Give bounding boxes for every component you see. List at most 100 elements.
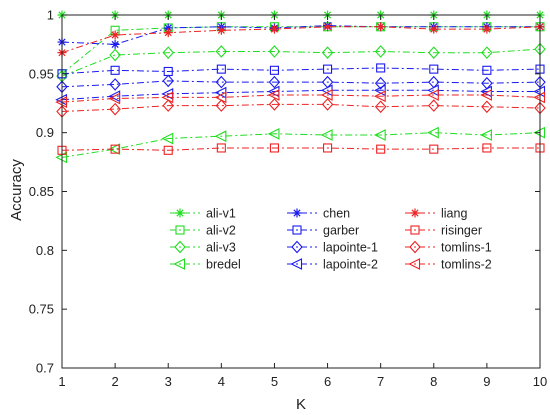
- data-point: [427, 126, 439, 139]
- series-line: [61, 26, 540, 75]
- series-risinger: [57, 143, 545, 155]
- data-point: [110, 65, 120, 75]
- data-point: [427, 89, 439, 101]
- series-garber: [57, 63, 545, 79]
- data-point: [162, 99, 174, 112]
- data-point: [373, 90, 386, 103]
- legend-item-tomlins-2: tomlins-2: [405, 258, 492, 272]
- series-bredel: [55, 126, 546, 164]
- data-point: [268, 45, 281, 58]
- legend-marker: [292, 225, 302, 235]
- legend-item-tomlins-1: tomlins-1: [405, 241, 492, 255]
- data-point: [428, 99, 440, 112]
- data-point: [214, 130, 227, 143]
- x-tick-label: 6: [324, 374, 331, 389]
- data-point: [161, 91, 174, 104]
- data-point: [162, 46, 174, 59]
- legend-marker: [291, 240, 303, 254]
- x-tick-label: 1: [58, 374, 65, 389]
- y-tick-label: 0.75: [29, 302, 54, 317]
- x-tick-label: 3: [165, 374, 172, 389]
- legend-label: liang: [441, 207, 467, 221]
- data-point: [321, 46, 334, 59]
- legend-marker: [408, 258, 421, 270]
- legend-item-liang: liang: [405, 207, 467, 221]
- legend-item-ali-v3: ali-v3: [170, 241, 236, 255]
- data-point: [373, 84, 386, 97]
- legend-label: ali-v2: [206, 224, 236, 238]
- series-line: [61, 103, 541, 112]
- legend-label: bredel: [206, 258, 241, 272]
- legend-marker: [174, 240, 186, 254]
- data-point: [215, 75, 228, 89]
- data-point: [481, 100, 493, 114]
- data-point: [321, 98, 334, 111]
- data-point: [214, 91, 227, 104]
- data-point: [376, 63, 386, 73]
- y-tick-label: 0.7: [36, 361, 54, 376]
- legend: ali-v1 ali-v2 ali-v3 bredel chen garber lapoin…: [170, 207, 492, 272]
- legend-label: tomlins-1: [441, 241, 492, 255]
- legend-item-lapointe-2: lapointe-2: [287, 258, 378, 272]
- data-point: [163, 28, 173, 38]
- data-point: [428, 46, 440, 59]
- data-point: [481, 46, 493, 59]
- legend-marker: [410, 225, 420, 235]
- data-point: [429, 24, 439, 34]
- data-point: [110, 144, 120, 154]
- legend-label: lapointe-2: [323, 258, 378, 272]
- data-point: [482, 24, 492, 34]
- x-tick-label: 2: [111, 374, 118, 389]
- x-tick-label: 8: [430, 374, 437, 389]
- data-point: [109, 102, 121, 116]
- y-tick-label: 1: [47, 8, 54, 23]
- x-tick-label: 9: [483, 374, 490, 389]
- data-point: [482, 143, 492, 153]
- data-point: [215, 99, 228, 112]
- legend-label: garber: [323, 224, 359, 238]
- data-point: [374, 45, 387, 58]
- data-point: [374, 100, 387, 114]
- legend-item-risinger: risinger: [405, 224, 482, 238]
- legend-item-bredel: bredel: [170, 258, 241, 272]
- legend-item-lapointe-1: lapointe-1: [287, 241, 378, 255]
- data-point: [480, 129, 492, 141]
- data-point: [482, 65, 492, 75]
- data-point: [216, 25, 226, 35]
- data-point: [163, 23, 173, 33]
- x-tick-label: 4: [218, 374, 225, 389]
- data-point: [429, 144, 439, 154]
- legend-item-ali-v1: ali-v1: [170, 207, 236, 221]
- data-point: [373, 129, 386, 141]
- data-point: [323, 143, 333, 153]
- series-tomlins-2: [55, 89, 546, 108]
- legend-marker: [409, 240, 421, 254]
- legend-marker: [292, 208, 302, 218]
- data-point: [323, 22, 333, 32]
- data-point: [376, 144, 386, 154]
- data-point: [268, 75, 281, 89]
- y-axis: 0.7 0.75 0.8 0.85 0.9 0.95 1: [29, 8, 540, 376]
- legend-label: ali-v1: [206, 207, 236, 221]
- series-line: [61, 67, 541, 75]
- series-chen: [57, 21, 545, 49]
- x-axis-label: K: [296, 396, 306, 413]
- x-tick-label: 5: [271, 374, 278, 389]
- data-point: [374, 76, 387, 90]
- legend-marker: [173, 258, 186, 270]
- data-point: [161, 132, 174, 145]
- data-point: [163, 145, 173, 155]
- legend-item-garber: garber: [287, 224, 359, 238]
- data-point: [269, 143, 279, 153]
- x-axis: 1 2 3 4 5 6 7 8 9 10: [58, 15, 547, 389]
- data-point: [216, 143, 226, 153]
- y-axis-label: Accuracy: [8, 159, 25, 221]
- series-line: [61, 94, 541, 103]
- legend-label: ali-v3: [206, 241, 236, 255]
- legend-label: lapointe-1: [323, 241, 378, 255]
- data-point: [215, 45, 228, 58]
- y-tick-label: 0.95: [29, 66, 54, 81]
- series-tomlins-1: [56, 98, 546, 118]
